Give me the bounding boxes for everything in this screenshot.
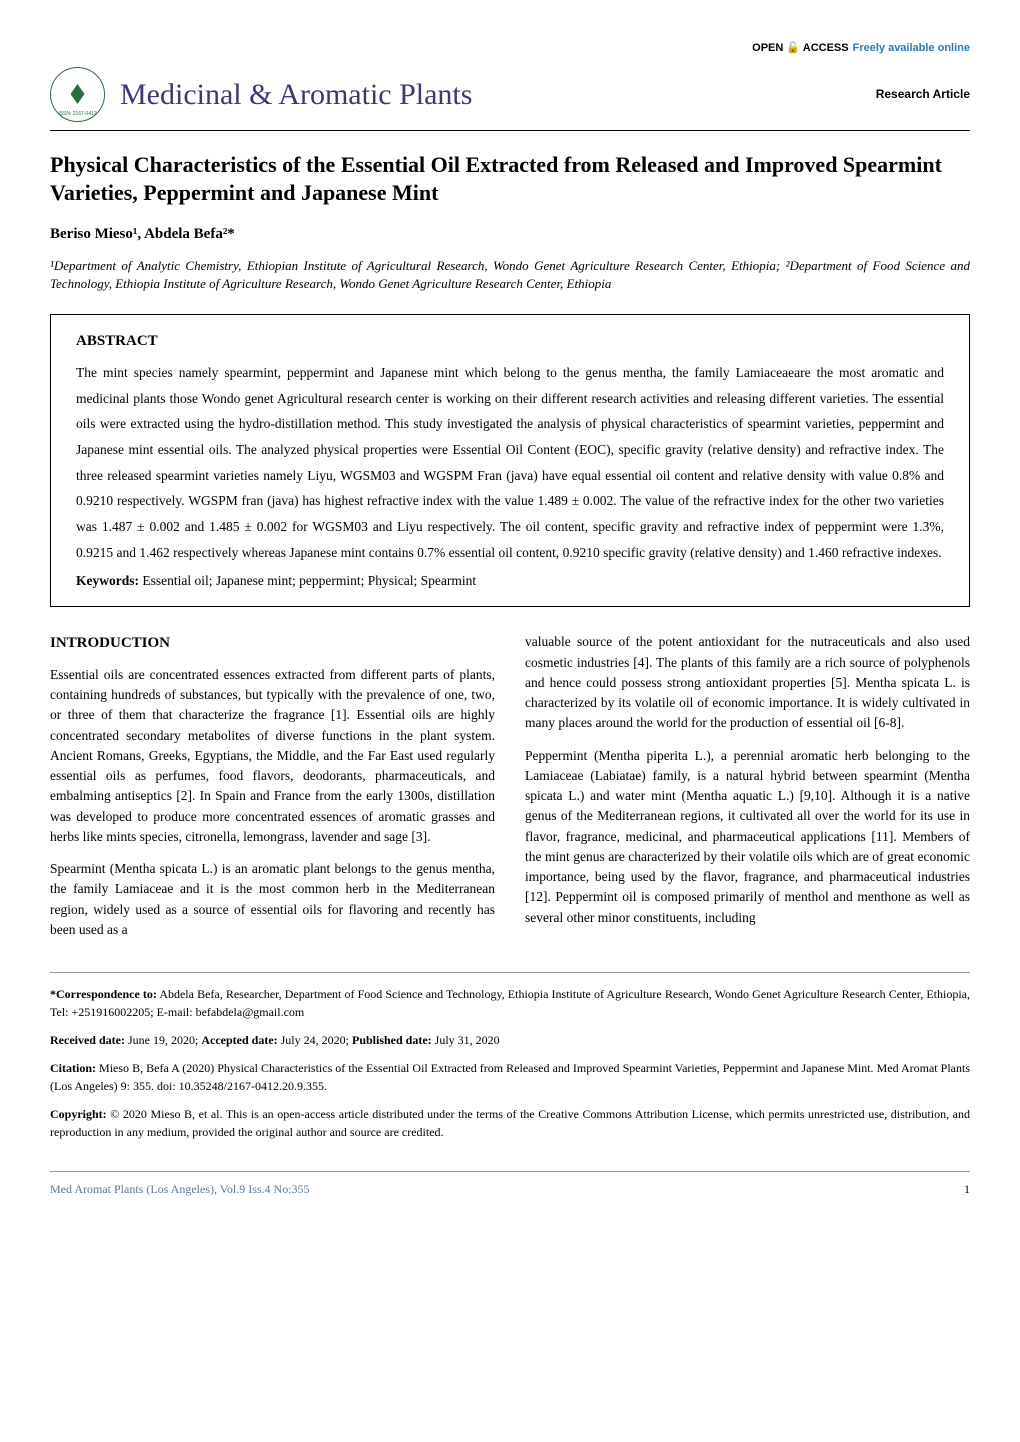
journal-logo-icon: ISSN: 2167-0412 [50, 67, 105, 122]
affiliations: ¹Department of Analytic Chemistry, Ethio… [50, 257, 970, 293]
page-footer: Med Aromat Plants (Los Angeles), Vol.9 I… [50, 1171, 970, 1198]
page-number: 1 [964, 1180, 970, 1198]
correspondence-text: Abdela Befa, Researcher, Department of F… [50, 987, 970, 1019]
keywords-label: Keywords: [76, 573, 139, 588]
correspondence-label: *Correspondence to: [50, 987, 157, 1001]
body-columns: INTRODUCTION Essential oils are concentr… [50, 632, 970, 952]
citation-label: Citation: [50, 1061, 96, 1075]
article-type: Research Article [876, 85, 970, 103]
open-access-label: OPEN 🔓 ACCESS [752, 40, 848, 57]
accepted-label: Accepted date: [201, 1033, 277, 1047]
received-date: June 19, 2020; [125, 1033, 201, 1047]
citation-text: Mieso B, Befa A (2020) Physical Characte… [50, 1061, 970, 1093]
dates-line: Received date: June 19, 2020; Accepted d… [50, 1031, 970, 1049]
access-text: ACCESS [803, 42, 849, 54]
journal-header-left: ISSN: 2167-0412 Medicinal & Aromatic Pla… [50, 67, 472, 122]
abstract-heading: ABSTRACT [76, 330, 944, 353]
issn-text: ISSN: 2167-0412 [58, 111, 96, 119]
lock-icon: 🔓 [786, 42, 800, 54]
right-column: valuable source of the potent antioxidan… [525, 632, 970, 952]
received-label: Received date: [50, 1033, 125, 1047]
intro-paragraph-2: Spearmint (Mentha spicata L.) is an arom… [50, 859, 495, 940]
authors: Beriso Mieso¹, Abdela Befa²* [50, 223, 970, 246]
citation-line: Citation: Mieso B, Befa A (2020) Physica… [50, 1059, 970, 1095]
abstract-box: ABSTRACT The mint species namely spearmi… [50, 314, 970, 608]
published-date: July 31, 2020 [432, 1033, 500, 1047]
abstract-text: The mint species namely spearmint, peppe… [76, 360, 944, 565]
open-text: OPEN [752, 42, 783, 54]
intro-paragraph-1: Essential oils are concentrated essences… [50, 665, 495, 847]
accepted-date: July 24, 2020; [278, 1033, 352, 1047]
article-title: Physical Characteristics of the Essentia… [50, 151, 970, 208]
correspondence-line: *Correspondence to: Abdela Befa, Researc… [50, 985, 970, 1021]
copyright-text: © 2020 Mieso B, et al. This is an open-a… [50, 1107, 970, 1139]
footer-section: *Correspondence to: Abdela Befa, Researc… [50, 972, 970, 1141]
intro-paragraph-4: Peppermint (Mentha piperita L.), a peren… [525, 746, 970, 928]
copyright-label: Copyright: [50, 1107, 107, 1121]
journal-title: Medicinal & Aromatic Plants [120, 72, 472, 117]
left-column: INTRODUCTION Essential oils are concentr… [50, 632, 495, 952]
intro-paragraph-3: valuable source of the potent antioxidan… [525, 632, 970, 733]
footer-journal-ref: Med Aromat Plants (Los Angeles), Vol.9 I… [50, 1180, 310, 1198]
copyright-line: Copyright: © 2020 Mieso B, et al. This i… [50, 1105, 970, 1141]
journal-header: ISSN: 2167-0412 Medicinal & Aromatic Pla… [50, 67, 970, 131]
introduction-heading: INTRODUCTION [50, 632, 495, 655]
freely-available-text: Freely available online [853, 40, 970, 57]
keywords-line: Keywords: Essential oil; Japanese mint; … [76, 571, 944, 591]
keywords-text: Essential oil; Japanese mint; peppermint… [139, 573, 476, 588]
published-label: Published date: [352, 1033, 432, 1047]
access-bar: OPEN 🔓 ACCESS Freely available online [50, 40, 970, 57]
